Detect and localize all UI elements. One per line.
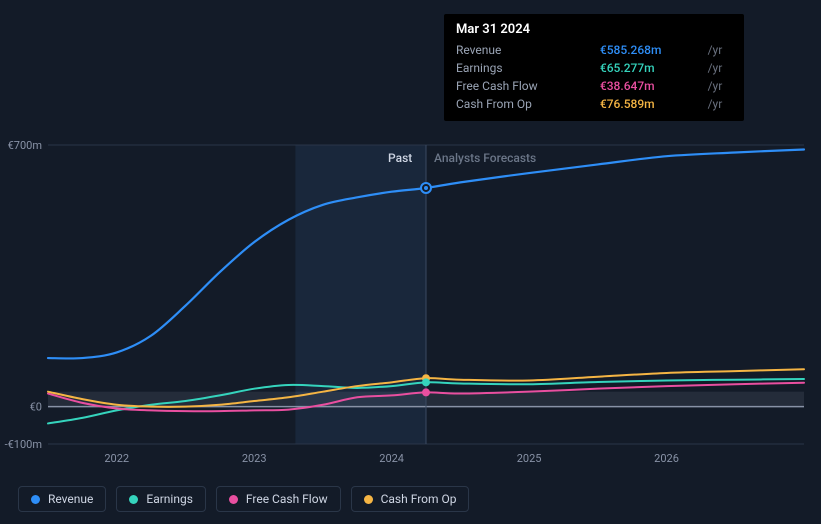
forecast-section-label: Analysts Forecasts [434,151,536,165]
legend-dot-icon [364,495,373,504]
tooltip-row: Revenue€585.268m/yr [456,41,732,59]
legend-label: Earnings [146,492,193,506]
svg-text:2022: 2022 [104,452,129,465]
tooltip-metric-value: €585.268m [580,41,704,59]
tooltip-metric-label: Free Cash Flow [456,77,580,95]
legend-dot-icon [129,495,138,504]
legend-dot-icon [229,495,238,504]
legend-label: Free Cash Flow [246,492,328,506]
tooltip-metric-unit: /yr [704,95,732,113]
tooltip-metric-unit: /yr [704,77,732,95]
svg-text:2025: 2025 [517,452,542,465]
chart-legend: Revenue Earnings Free Cash Flow Cash From O… [18,486,469,512]
legend-item[interactable]: Earnings [116,486,206,512]
tooltip-metric-label: Earnings [456,59,580,77]
legend-label: Revenue [48,492,93,506]
chart-tooltip: Mar 31 2024 Revenue€585.268m/yrEarnings€… [444,14,744,121]
tooltip-metric-value: €38.647m [580,77,704,95]
tooltip-metric-value: €65.277m [580,59,704,77]
financial-chart: €700m €0 -€100m 2022 2023 2024 2025 2026 Mar 31… [0,0,821,524]
legend-label: Cash From Op [381,492,457,506]
tooltip-row: Cash From Op€76.589m/yr [456,95,732,113]
svg-text:2024: 2024 [379,452,404,465]
svg-text:2026: 2026 [654,452,679,465]
svg-text:€700m: €700m [8,139,42,152]
tooltip-metric-label: Cash From Op [456,95,580,113]
tooltip-row: Free Cash Flow€38.647m/yr [456,77,732,95]
svg-text:-€100m: -€100m [5,438,42,451]
tooltip-date: Mar 31 2024 [456,22,732,41]
svg-text:2023: 2023 [242,452,267,465]
tooltip-metric-unit: /yr [704,59,732,77]
past-section-label: Past [388,151,412,165]
tooltip-metric-unit: /yr [704,41,732,59]
legend-item[interactable]: Free Cash Flow [216,486,341,512]
svg-text:€0: €0 [30,401,42,414]
tooltip-metric-label: Revenue [456,41,580,59]
tooltip-table: Revenue€585.268m/yrEarnings€65.277m/yrFr… [456,41,732,113]
legend-item[interactable]: Revenue [18,486,106,512]
legend-item[interactable]: Cash From Op [351,486,470,512]
tooltip-metric-value: €76.589m [580,95,704,113]
tooltip-row: Earnings€65.277m/yr [456,59,732,77]
legend-dot-icon [31,495,40,504]
